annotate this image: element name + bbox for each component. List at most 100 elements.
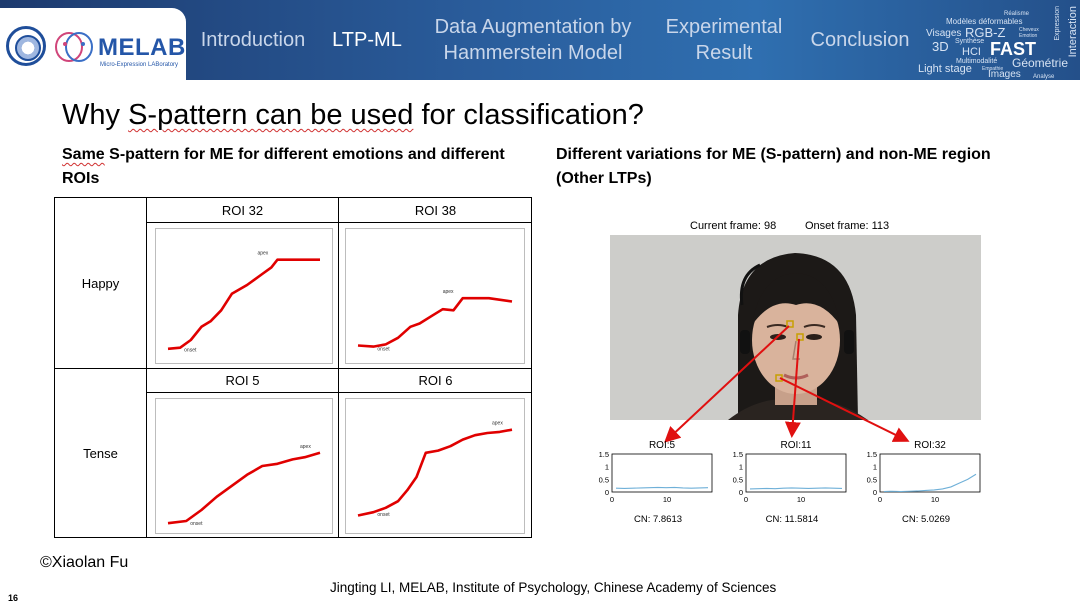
- s-pattern-chart: apex onset: [155, 228, 333, 364]
- header-bar: MELAB Micro-Expression LABoratory Introd…: [0, 0, 1080, 80]
- y-tick-label: 1: [739, 463, 743, 472]
- roi-plot: ROI:5 1.5 1 0.5 0 0 10 CN: 7.8613: [592, 438, 722, 530]
- keyword: Géométrie: [1012, 56, 1069, 70]
- row-label-tense: Tense: [83, 446, 118, 461]
- face-video-frame: [610, 235, 981, 420]
- x-tick-label: 10: [931, 495, 939, 504]
- nav-ltp-ml[interactable]: LTP-ML: [332, 29, 402, 51]
- page-number: 16: [8, 593, 19, 603]
- keyword: Synthèse: [955, 38, 985, 45]
- onset-annotation: onset: [184, 348, 197, 354]
- left-subtitle: Same S-pattern for ME for different emot…: [62, 146, 505, 187]
- s-curve-line: [357, 296, 513, 348]
- s-pattern-chart: apex onset: [345, 228, 525, 364]
- s-curve-svg: apex onset: [167, 251, 320, 354]
- cn-plot-svg: ROI:5 1.5 1 0.5 00 10 CN: 7.8613: [599, 440, 713, 525]
- y-tick-label: 0: [873, 488, 877, 497]
- keyword: Visages: [926, 28, 962, 39]
- roi-marker-11: [796, 333, 804, 341]
- y-tick-label: 1.5: [599, 450, 609, 459]
- s-curve-svg: apex onset: [167, 444, 321, 527]
- nav-experimental-result[interactable]: Experimental Result: [665, 16, 783, 64]
- keyword: Interaction: [1067, 6, 1079, 58]
- apex-annotation: apex: [492, 421, 503, 427]
- face-image: [610, 235, 981, 420]
- s-curve-line: [167, 258, 320, 351]
- y-tick-label: 0.5: [599, 475, 609, 484]
- keyword: Cheveux: [1019, 27, 1039, 33]
- keyword: RGB-Z: [965, 25, 1006, 40]
- nav-conclusion[interactable]: Conclusion: [810, 29, 910, 51]
- s-pattern-chart: apex onset: [155, 398, 333, 534]
- current-frame-label: Current frame: 98: [690, 220, 777, 232]
- keyword: HCI: [962, 46, 981, 58]
- keyword: Emotion: [1019, 33, 1038, 39]
- y-tick-label: 0.5: [733, 475, 743, 484]
- keyword: Light stage: [918, 63, 972, 75]
- nav-data-augmentation[interactable]: Data Augmentation by Hammerstein Model: [434, 16, 632, 64]
- plot-frame: [611, 453, 713, 493]
- roi-header: ROI 5: [225, 373, 260, 388]
- s-pattern-table: Happy Tense ROI 32 ROI 38 ROI 5 ROI 6 ap…: [54, 197, 532, 538]
- s-curve-svg: apex onset: [357, 289, 513, 353]
- y-tick-label: 1: [605, 463, 609, 472]
- keyword: Empathie: [982, 66, 1004, 72]
- x-tick-label: 0: [610, 495, 614, 504]
- roi-plot: ROI:32 1.5 1 0.5 0 0 10 CN: 5.0269: [860, 438, 990, 530]
- y-tick-label: 1: [873, 463, 877, 472]
- roi-plot: ROI:11 1.5 1 0.5 0 0 10 CN: 11.5814: [726, 438, 856, 530]
- plot-frame: [745, 453, 847, 493]
- apex-annotation: apex: [443, 289, 454, 295]
- onset-frame-label: Onset frame: 113: [805, 220, 890, 232]
- apex-annotation: apex: [257, 251, 268, 257]
- keyword: Réalisme: [1004, 11, 1030, 17]
- x-tick-label: 10: [663, 495, 671, 504]
- keyword: Multimodalité: [956, 58, 998, 65]
- keyword: Images: [988, 69, 1021, 80]
- s-curve-line: [167, 451, 321, 525]
- onset-annotation: onset: [190, 521, 203, 527]
- roi-plot-title: ROI:11: [781, 440, 812, 451]
- nav-introduction[interactable]: Introduction: [200, 29, 306, 51]
- slide-title: Why S-pattern can be used for classifica…: [62, 99, 644, 131]
- keyword: FAST: [990, 39, 1037, 59]
- row-label-happy: Happy: [81, 276, 120, 291]
- y-tick-label: 0: [739, 488, 743, 497]
- onset-annotation: onset: [377, 347, 390, 353]
- onset-annotation: onset: [377, 512, 390, 518]
- roi-signal-line: [749, 487, 843, 490]
- apex-annotation: apex: [300, 444, 311, 450]
- s-pattern-chart: apex onset: [345, 398, 525, 534]
- roi-plot-title: ROI:5: [649, 440, 676, 451]
- keyword-cloud: Réalisme Modèles déformables Visages RGB…: [916, 4, 1080, 80]
- keyword: Expression: [1054, 6, 1061, 41]
- mask-logo-icon: [55, 32, 93, 62]
- cn-plot-svg: ROI:11 1.5 1 0.5 00 10 CN: 11.5814: [733, 440, 847, 525]
- cn-plot-svg: ROI:32 1.5 1 0.5 00 10 CN: 5.0269: [867, 440, 981, 525]
- s-curve-svg: apex onset: [357, 421, 513, 518]
- academy-seal-logo: [6, 26, 46, 66]
- x-tick-label: 0: [878, 495, 882, 504]
- roi-signal-line: [883, 473, 977, 493]
- y-tick-label: 0.5: [867, 475, 877, 484]
- roi-signal-line: [615, 486, 709, 490]
- x-tick-label: 10: [797, 495, 805, 504]
- cn-value-label: CN: 5.0269: [902, 514, 950, 525]
- cn-value-label: CN: 7.8613: [634, 514, 682, 525]
- roi-header: ROI 6: [418, 373, 453, 388]
- roi-plot-title: ROI:32: [914, 440, 946, 451]
- logo-area: MELAB Micro-Expression LABoratory: [0, 8, 186, 80]
- y-tick-label: 1.5: [733, 450, 743, 459]
- right-subtitle: Different variations for ME (S-pattern) …: [556, 146, 991, 187]
- copyright-text: ©Xiaolan Fu: [40, 554, 129, 571]
- plot-frame: [879, 453, 981, 493]
- melab-logo-subtitle: Micro-Expression LABoratory: [100, 62, 179, 68]
- x-tick-label: 0: [744, 495, 748, 504]
- roi-header: ROI 32: [221, 203, 264, 218]
- cn-value-label: CN: 11.5814: [766, 514, 819, 525]
- y-tick-label: 1.5: [867, 450, 877, 459]
- roi-header: ROI 38: [414, 203, 457, 218]
- keyword: 3D: [932, 39, 949, 54]
- s-curve-line: [357, 428, 513, 517]
- footer-credit: Jingting LI, MELAB, Institute of Psychol…: [330, 580, 777, 595]
